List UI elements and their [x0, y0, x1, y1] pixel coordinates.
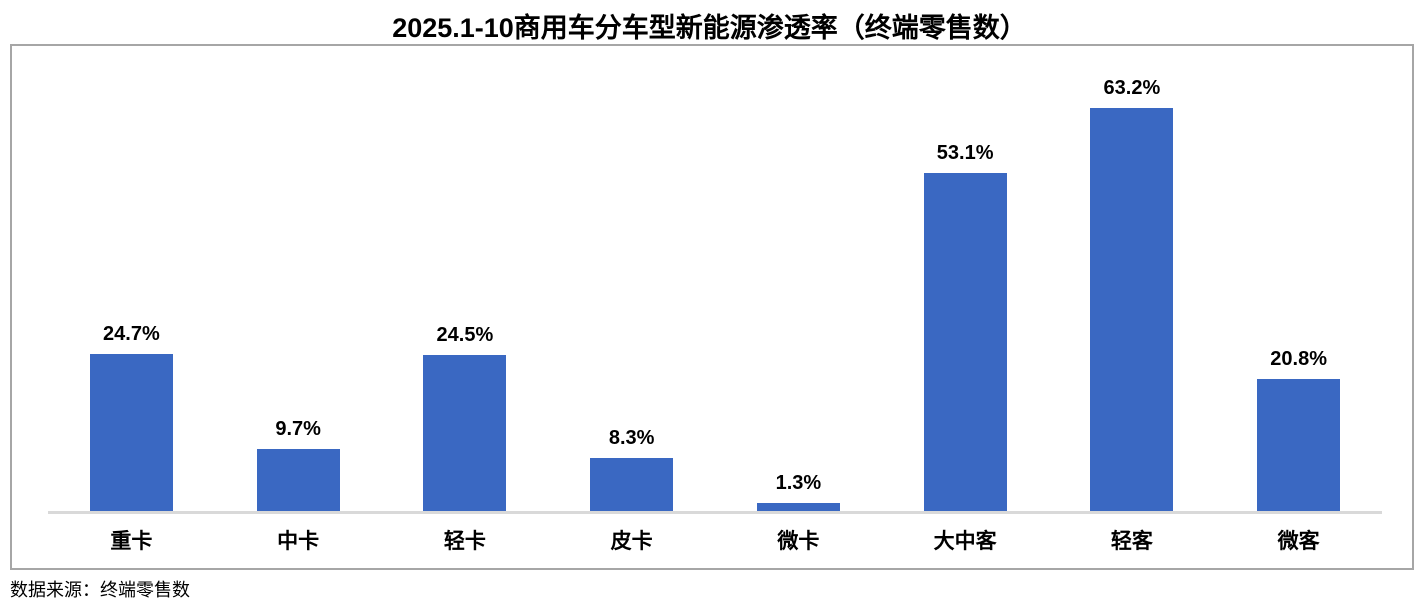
x-axis-tick-label: 皮卡	[610, 530, 653, 553]
x-axis-tick-label: 重卡	[110, 530, 153, 553]
bar	[1257, 379, 1341, 511]
x-axis-tick-label: 轻卡	[443, 530, 486, 553]
source-note: 数据来源：终端零售数	[10, 580, 190, 600]
bar	[756, 503, 840, 511]
x-axis-line	[48, 511, 1382, 514]
bar	[89, 354, 173, 511]
bar	[256, 449, 340, 511]
chart-title: 2025.1-10商用车分车型新能源渗透率（终端零售数）	[392, 13, 1027, 43]
bar-column: 24.7%	[48, 46, 215, 511]
plot-area: 24.7% 9.7% 24.5% 8.3% 1.3% 53.1% 63.2% 20.8%	[48, 46, 1382, 511]
bar-column: 8.3%	[548, 46, 715, 511]
bar	[1090, 108, 1174, 511]
x-axis-tick-label: 大中客	[933, 530, 997, 553]
bar-value-label: 8.3%	[608, 427, 655, 449]
bar-column: 53.1%	[882, 46, 1049, 511]
bar-column: 9.7%	[215, 46, 382, 511]
bar-column: 63.2%	[1049, 46, 1216, 511]
bar	[590, 458, 674, 511]
x-axis-tick-label: 微客	[1277, 530, 1320, 553]
bar-column: 1.3%	[715, 46, 882, 511]
x-axis-tick-label: 轻客	[1110, 530, 1153, 553]
bar	[923, 173, 1007, 511]
bar	[423, 355, 507, 511]
x-axis-labels: 重卡 中卡 轻卡 皮卡 微卡 大中客 轻客 微客	[48, 525, 1382, 555]
bar-value-label: 63.2%	[1103, 77, 1161, 99]
bar-value-label: 24.7%	[103, 323, 160, 345]
bar-column: 24.5%	[382, 46, 549, 511]
bar-value-label: 9.7%	[275, 418, 321, 440]
plot-border-box: 24.7% 9.7% 24.5% 8.3% 1.3% 53.1% 63.2% 20.8% 重卡…	[10, 44, 1414, 570]
bar-value-label: 20.8%	[1270, 348, 1327, 370]
bar-column: 20.8%	[1215, 46, 1382, 511]
bar-value-label: 1.3%	[775, 472, 822, 494]
bar-value-label: 24.5%	[436, 324, 494, 346]
x-axis-tick-label: 中卡	[277, 530, 320, 553]
x-axis-tick-label: 微卡	[777, 530, 820, 553]
bar-value-label: 53.1%	[936, 142, 994, 164]
